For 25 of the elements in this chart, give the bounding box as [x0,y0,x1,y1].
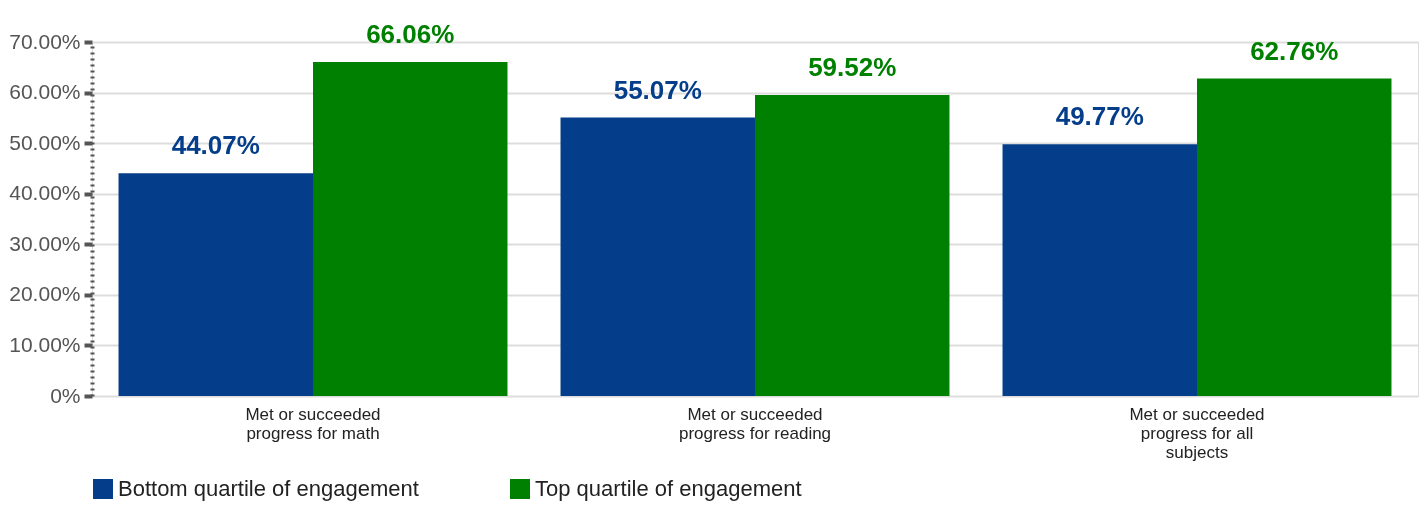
y-tick-label: 10.00% [9,332,81,356]
data-label: 55.07% [613,74,702,105]
data-label: 62.76% [1250,35,1339,66]
data-label: 66.06% [366,18,455,49]
x-tick-label: Met or succeeded progress for all subjects [1129,404,1265,462]
y-tick-label: 20.00% [9,282,81,306]
data-label: 59.52% [808,52,897,82]
data-label: 44.07% [171,130,260,161]
y-tick-label: 70.00% [9,29,81,53]
bar [118,173,313,396]
data-label: 49.77% [1055,101,1144,132]
x-tick-label: Met or succeeded progress for reading [678,404,832,443]
bar [755,95,950,396]
y-tick-label: 60.00% [9,80,81,104]
bar [1197,78,1392,396]
y-tick-label: 50.00% [9,130,81,154]
y-tick-label: 30.00% [9,231,81,255]
bar [313,61,508,396]
legend-label: Top quartile of engagement [535,476,802,501]
y-tick-label: 40.00% [9,181,81,205]
x-tick-label: Met or succeeded progress for math [245,404,381,443]
bar [1002,144,1197,396]
y-tick-label: 0% [50,383,81,407]
legend-label: Bottom quartile of engagement [118,476,419,501]
bar [560,117,755,396]
